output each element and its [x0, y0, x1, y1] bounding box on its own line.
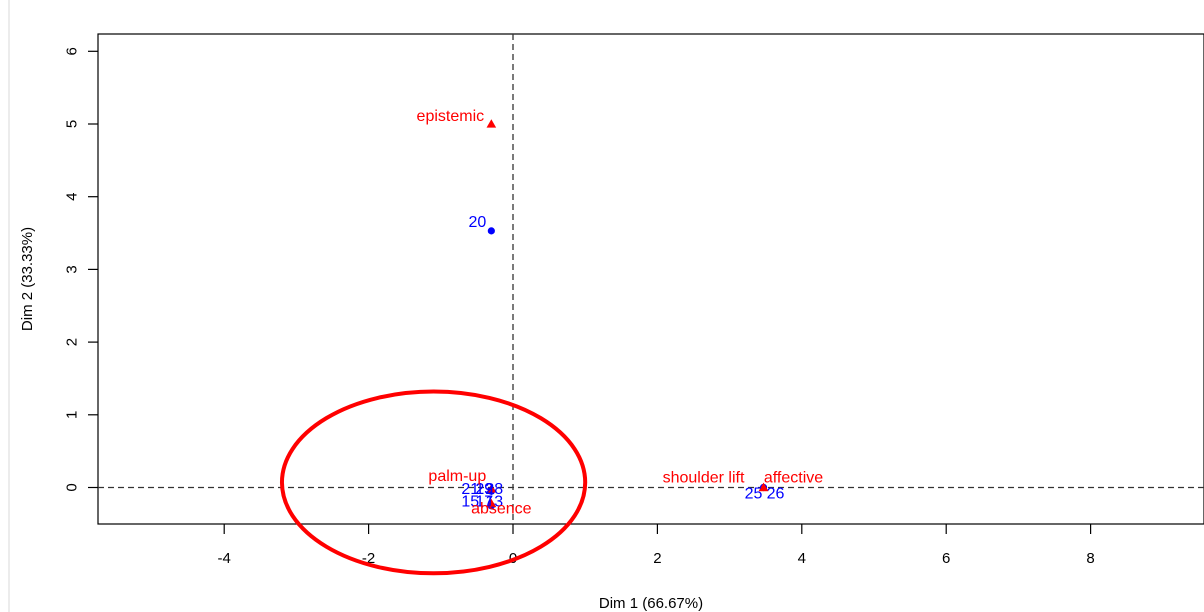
y-axis-title: Dim 2 (33.33%)	[19, 227, 36, 331]
y-tick-label: 2	[64, 338, 81, 346]
point-label-palm-up: palm-up	[428, 468, 486, 485]
point-label-epistemic: epistemic	[417, 108, 485, 125]
point-label-13: 13	[485, 494, 503, 511]
y-axis: 0 1 2 3 4 5 6	[64, 47, 98, 492]
reference-lines	[98, 34, 1204, 524]
plot-frame	[97, 33, 1204, 525]
point-label-15: 15	[461, 494, 479, 511]
point-label-shoulder-lift: shoulder lift	[663, 470, 745, 487]
x-tick-label: -4	[218, 550, 231, 567]
point-label-20: 20	[468, 214, 486, 231]
highlight-ellipse	[279, 389, 588, 576]
point-label-23: 23	[475, 481, 493, 498]
x-axis: -4 -2 0 2 4 6 8	[218, 524, 1095, 567]
y-tick-label: 1	[64, 411, 81, 419]
point-label-26: 26	[767, 486, 785, 503]
y-tick-label: 6	[64, 47, 81, 55]
point-label-28: 28	[485, 481, 503, 498]
point-marker-epistemic	[486, 119, 497, 128]
point-label-affective: affective	[764, 470, 823, 487]
x-tick-label: 6	[942, 550, 950, 567]
x-tick-label: 2	[653, 550, 661, 567]
y-tick-label: 4	[64, 193, 81, 201]
point-label-19: 19	[475, 481, 493, 498]
point-label-21: 21	[461, 481, 479, 498]
x-tick-label: 4	[798, 550, 806, 567]
y-tick-label: 3	[64, 265, 81, 273]
point-marker-absence	[486, 498, 497, 508]
point-marker-palm-up	[486, 484, 497, 493]
x-tick-label: 8	[1086, 550, 1094, 567]
point-label-absence: absence	[471, 500, 532, 517]
y-tick-label: 5	[64, 120, 81, 128]
data-points	[486, 119, 769, 510]
y-tick-label: 0	[64, 483, 81, 491]
point-marker-20	[487, 227, 495, 235]
point-label-17: 17	[475, 494, 493, 511]
point-label-25: 25	[745, 486, 763, 503]
point-marker-affective	[758, 482, 769, 492]
x-axis-title: Dim 1 (66.67%)	[599, 595, 703, 612]
